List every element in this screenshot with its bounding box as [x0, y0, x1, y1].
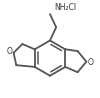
Text: O: O [7, 47, 13, 56]
Text: NH₂Cl: NH₂Cl [54, 3, 76, 12]
Text: O: O [87, 58, 93, 67]
